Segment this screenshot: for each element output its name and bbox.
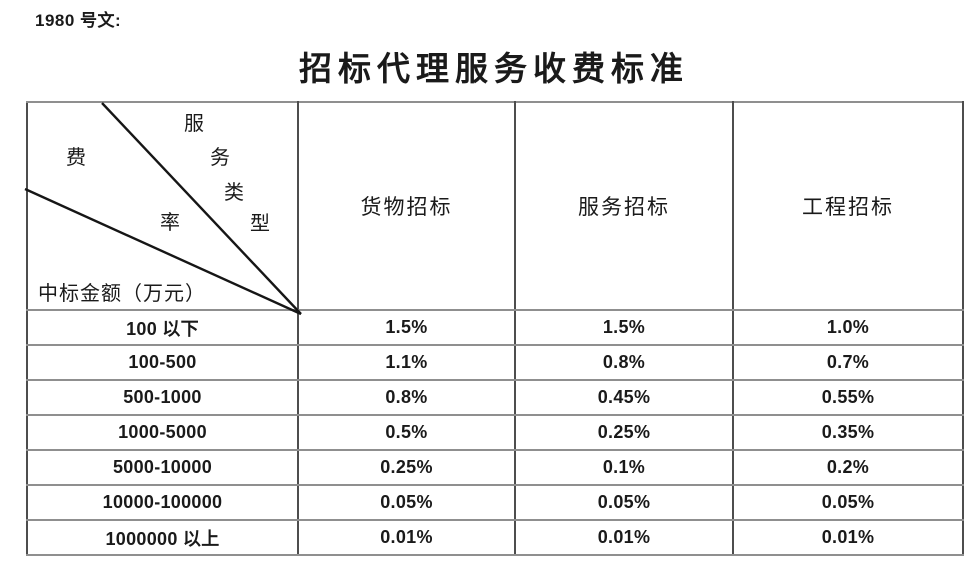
fee-value-cell: 0.1%	[514, 449, 734, 486]
amount-range-cell: 500-1000	[26, 379, 299, 416]
fee-value-cell: 0.01%	[732, 519, 964, 556]
fee-value-cell: 0.01%	[514, 519, 734, 556]
corner-service-type-char: 服	[184, 113, 204, 135]
fee-value-cell: 0.7%	[732, 344, 964, 381]
table-row: 100-500 1.1% 0.8% 0.7%	[26, 344, 964, 381]
corner-service-type-char: 型	[250, 213, 270, 235]
fee-value-cell: 0.2%	[732, 449, 964, 486]
fee-value-cell: 1.1%	[297, 344, 516, 381]
fee-value-cell: 1.5%	[297, 309, 516, 346]
fee-value-cell: 0.8%	[297, 379, 516, 416]
column-header-service-bidding: 服务招标	[514, 101, 734, 311]
column-header-goods-bidding: 货物招标	[297, 101, 516, 311]
corner-row-axis-label: 中标金额（万元）	[38, 283, 206, 305]
column-header-works-bidding: 工程招标	[732, 101, 964, 311]
fee-value-cell: 0.35%	[732, 414, 964, 451]
amount-range-cell: 100 以下	[26, 309, 299, 346]
diagonal-header-cell: 服 务 类 型 费 率 中标金额（万元）	[24, 101, 302, 316]
fee-value-cell: 0.05%	[297, 484, 516, 521]
amount-range-cell: 1000-5000	[26, 414, 299, 451]
fee-value-cell: 0.05%	[732, 484, 964, 521]
fee-value-cell: 0.25%	[297, 449, 516, 486]
fee-value-cell: 0.45%	[514, 379, 734, 416]
page-title: 招标代理服务收费标准	[299, 52, 689, 88]
fee-value-cell: 0.01%	[297, 519, 516, 556]
fee-value-cell: 0.8%	[514, 344, 734, 381]
fee-value-cell: 1.5%	[514, 309, 734, 346]
table-row: 1000-5000 0.5% 0.25% 0.35%	[26, 414, 964, 451]
corner-service-type-char: 类	[224, 182, 244, 204]
corner-service-type-char: 务	[210, 147, 230, 169]
corner-rate-char: 率	[160, 212, 180, 234]
amount-range-cell: 10000-100000	[26, 484, 299, 521]
table-row: 1000000 以上 0.01% 0.01% 0.01%	[26, 519, 964, 556]
amount-range-cell: 5000-10000	[26, 449, 299, 486]
amount-range-cell: 1000000 以上	[26, 519, 299, 556]
fee-standard-table: 服 务 类 型 费 率 中标金额（万元） 货物招标 服务招标 工程招标 100 …	[24, 101, 964, 556]
fee-value-cell: 0.5%	[297, 414, 516, 451]
doc-number: 1980 号文:	[35, 11, 122, 30]
table-header-row: 服 务 类 型 费 率 中标金额（万元） 货物招标 服务招标 工程招标	[24, 101, 964, 316]
table-row: 5000-10000 0.25% 0.1% 0.2%	[26, 449, 964, 486]
table-row: 100 以下 1.5% 1.5% 1.0%	[26, 309, 964, 346]
table-row: 500-1000 0.8% 0.45% 0.55%	[26, 379, 964, 416]
fee-value-cell: 0.05%	[514, 484, 734, 521]
table-row: 10000-100000 0.05% 0.05% 0.05%	[26, 484, 964, 521]
fee-value-cell: 0.25%	[514, 414, 734, 451]
corner-rate-char: 费	[66, 147, 86, 169]
amount-range-cell: 100-500	[26, 344, 299, 381]
fee-value-cell: 0.55%	[732, 379, 964, 416]
fee-value-cell: 1.0%	[732, 309, 964, 346]
